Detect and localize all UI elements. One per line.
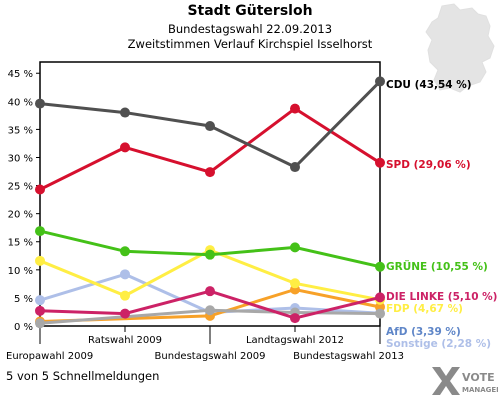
series-label-fdp: FDP (4,67 %) <box>386 303 463 315</box>
data-point <box>35 255 45 266</box>
data-point <box>35 318 45 329</box>
data-point <box>35 226 45 237</box>
data-point <box>290 162 300 173</box>
y-tick-label: 35 % <box>8 125 33 136</box>
data-point <box>35 305 45 316</box>
x-axis: Europawahl 2009 Ratswahl 2009 Bundestagswa… <box>6 326 404 362</box>
chart-subtitle-2: Zweitstimmen Verlauf Kirchspiel Isselhor… <box>127 37 373 51</box>
y-tick-label: 45 % <box>8 69 33 80</box>
y-tick-label: 0 % <box>14 322 33 333</box>
series-label-afd: AfD (3,39 %) <box>386 326 461 338</box>
series-label-cdu: CDU (43,54 %) <box>386 79 472 91</box>
data-point <box>205 305 215 316</box>
y-axis: 0 % 5 % 10 % 15 % 20 % 25 % 30 % 35 % 40 % 45 % <box>8 69 40 333</box>
data-point <box>375 261 385 272</box>
data-point <box>375 292 385 303</box>
y-tick-label: 40 % <box>8 97 33 108</box>
x-tick-label: Landtagswahl 2012 <box>246 335 344 346</box>
y-tick-label: 10 % <box>8 266 33 277</box>
y-tick-label: 25 % <box>8 182 33 193</box>
data-point <box>120 290 130 301</box>
data-point <box>120 107 130 118</box>
series-spd <box>35 103 385 195</box>
series-label-gr-ne: GRÜNE (10,55 %) <box>386 259 488 273</box>
data-point <box>120 308 130 319</box>
series-lines <box>35 76 385 329</box>
series-gr-ne <box>35 226 385 272</box>
y-tick-label: 20 % <box>8 210 33 221</box>
series-cdu <box>35 76 385 173</box>
series-line <box>39 287 381 323</box>
chart-title: Stadt Gütersloh <box>187 3 313 19</box>
data-point <box>375 157 385 168</box>
series-end-labels: Sonstige (2,28 %) FDP (4,67 %) AfD (3,39 %… <box>386 79 497 350</box>
series-label-spd: SPD (29,06 %) <box>386 159 471 171</box>
series-die-linke <box>35 286 385 324</box>
x-tick-label: Europawahl 2009 <box>6 351 93 362</box>
data-point <box>120 246 130 257</box>
data-point <box>290 242 300 253</box>
chart-subtitle: Bundestagswahl 22.09.2013 <box>167 22 333 36</box>
data-point <box>375 308 385 319</box>
y-tick-label: 15 % <box>8 238 33 249</box>
data-point <box>290 313 300 324</box>
data-point <box>290 103 300 114</box>
x-tick-label: Bundestagswahl 2013 <box>293 351 404 362</box>
data-point <box>290 278 300 289</box>
germany-map-icon <box>425 3 495 93</box>
data-point <box>205 167 215 178</box>
series-label-die-linke: DIE LINKE (5,10 %) <box>386 291 497 303</box>
data-point <box>205 249 215 260</box>
footer-note: 5 von 5 Schnellmeldungen <box>6 369 160 383</box>
y-tick-label: 5 % <box>14 294 33 305</box>
logo-x-icon <box>432 367 460 395</box>
data-point <box>35 295 45 306</box>
data-point <box>375 76 385 87</box>
data-point <box>35 184 45 195</box>
data-point <box>35 98 45 109</box>
data-point <box>205 286 215 297</box>
x-tick-label: Ratswahl 2009 <box>88 335 162 346</box>
logo-manager-text: MANAGER <box>462 386 498 394</box>
series-label-sonstige: Sonstige (2,28 %) <box>386 338 491 350</box>
vote-manager-logo: VOTE MANAGER <box>432 367 498 395</box>
y-tick-label: 30 % <box>8 153 33 164</box>
logo-vote-text: VOTE <box>462 371 495 384</box>
data-point <box>120 142 130 153</box>
data-point <box>205 121 215 132</box>
x-tick-label: Bundestagswahl 2009 <box>155 351 266 362</box>
data-point <box>120 269 130 280</box>
